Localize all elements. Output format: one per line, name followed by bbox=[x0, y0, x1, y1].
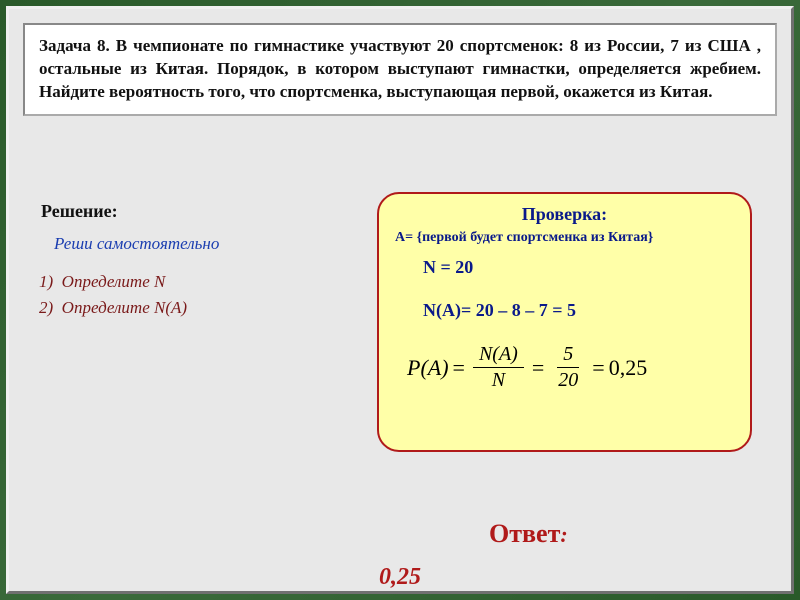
n-value: N = 20 bbox=[423, 257, 734, 278]
verification-box: Проверка: А= {первой будет спортсменка и… bbox=[377, 192, 752, 452]
verify-title: Проверка: bbox=[395, 204, 734, 225]
fraction-symbolic: N(A) N bbox=[473, 343, 524, 392]
frac2-num: 5 bbox=[557, 343, 579, 368]
step-2: Определите N(A) bbox=[62, 298, 187, 317]
solution-label: Решение: bbox=[41, 201, 118, 222]
formula-result: 0,25 bbox=[609, 355, 648, 381]
self-solve-instruction: Реши самостоятельно bbox=[54, 234, 219, 254]
na-value: N(A)= 20 – 8 – 7 = 5 bbox=[423, 300, 734, 321]
problem-text-box: Задача 8. В чемпионате по гимнастике уча… bbox=[23, 23, 777, 116]
probability-formula: P(A) = N(A) N = 5 20 = 0,25 bbox=[407, 343, 734, 392]
solution-steps: 1) Определите N 2) Определите N(A) bbox=[39, 269, 187, 320]
answer-value: 0,25 bbox=[379, 564, 421, 591]
frac1-num: N(A) bbox=[473, 343, 524, 368]
answer-label: Ответ: bbox=[489, 519, 568, 549]
formula-lhs: P(A) bbox=[407, 355, 449, 381]
frac2-den: 20 bbox=[552, 368, 584, 392]
fraction-numeric: 5 20 bbox=[552, 343, 584, 392]
equals-3: = bbox=[592, 355, 604, 381]
slide-frame: Задача 8. В чемпионате по гимнастике уча… bbox=[6, 6, 794, 594]
answer-colon: : bbox=[560, 522, 567, 547]
event-definition: А= {первой будет спортсменка из Китая} bbox=[395, 229, 734, 247]
equals-1: = bbox=[453, 355, 465, 381]
equals-2: = bbox=[532, 355, 544, 381]
problem-text: Задача 8. В чемпионате по гимнастике уча… bbox=[39, 36, 761, 101]
step-1: Определите N bbox=[62, 272, 166, 291]
answer-label-text: Ответ bbox=[489, 519, 560, 548]
frac1-den: N bbox=[486, 368, 511, 392]
